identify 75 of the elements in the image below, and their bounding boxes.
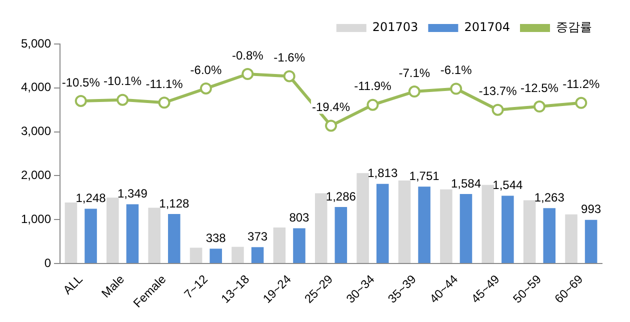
bar	[356, 173, 369, 264]
point	[116, 94, 129, 106]
bar	[565, 214, 578, 264]
data-label: 338	[206, 230, 226, 245]
point	[450, 82, 462, 95]
data-label: -12.5%	[520, 80, 559, 95]
data-label: -10.1%	[104, 74, 142, 88]
data-label: 1,544	[492, 178, 524, 192]
point	[325, 120, 338, 132]
bar	[523, 200, 536, 264]
data-label: -6.1%	[440, 63, 472, 78]
bar	[502, 196, 514, 264]
data-label: 1,286	[326, 189, 356, 204]
bar	[251, 247, 264, 264]
bar	[334, 207, 348, 264]
y-tick-label: 1,000	[21, 212, 52, 226]
bar	[543, 208, 556, 264]
point	[158, 96, 170, 109]
bar	[210, 248, 222, 264]
legend-label: 증감률	[556, 20, 592, 34]
data-label: 1,751	[409, 168, 440, 183]
data-label: -1.6%	[274, 50, 306, 65]
point	[283, 70, 296, 82]
bar	[190, 248, 202, 264]
legend-label: 201704	[464, 20, 510, 34]
point	[200, 82, 212, 94]
bar	[64, 202, 78, 264]
bar	[106, 198, 119, 264]
bar	[398, 180, 411, 264]
bar	[314, 193, 328, 264]
bar	[168, 214, 180, 264]
data-label: 803	[289, 210, 310, 225]
data-label: 1,349	[117, 186, 148, 201]
data-label: -11.9%	[354, 79, 392, 94]
bar	[273, 228, 286, 264]
data-label: -0.8%	[232, 48, 264, 62]
data-label: -10.5%	[62, 75, 100, 90]
point	[74, 94, 87, 107]
bar	[293, 228, 306, 264]
data-label: -7.1%	[398, 66, 430, 80]
data-label: -19.4%	[312, 100, 350, 114]
data-label: -6.0%	[190, 62, 222, 77]
bar	[148, 208, 160, 264]
bar	[584, 220, 598, 264]
bar	[460, 194, 472, 264]
data-label: 1,813	[368, 166, 398, 180]
point	[492, 104, 504, 116]
data-label: -11.1%	[146, 76, 184, 91]
point	[575, 96, 588, 109]
data-label: 1,263	[534, 190, 565, 204]
data-label: -13.7%	[478, 84, 518, 98]
data-label: 373	[248, 229, 268, 244]
y-tick-label: 2,000	[21, 168, 52, 182]
data-label: 1,128	[159, 196, 190, 210]
bar	[232, 246, 244, 264]
bar	[376, 184, 389, 264]
point	[366, 98, 379, 111]
data-label: 1,584	[450, 176, 482, 190]
y-tick-label: 0	[44, 256, 52, 270]
bar	[418, 186, 430, 264]
data-label: -11.2%	[562, 77, 600, 92]
data-label: 993	[581, 202, 602, 216]
bar	[482, 184, 494, 264]
point	[242, 68, 254, 80]
data-label: 1,248	[76, 191, 106, 206]
legend-label: 201703	[372, 20, 418, 34]
y-tick-label: 3,000	[21, 124, 52, 138]
bar	[84, 208, 97, 264]
bar	[440, 189, 452, 264]
y-tick-label: 5,000	[21, 36, 52, 50]
y-tick-label: 4,000	[21, 80, 52, 94]
x-tick-label: ALL	[60, 272, 86, 298]
point	[408, 86, 420, 98]
bar	[126, 204, 139, 264]
point	[533, 100, 546, 113]
